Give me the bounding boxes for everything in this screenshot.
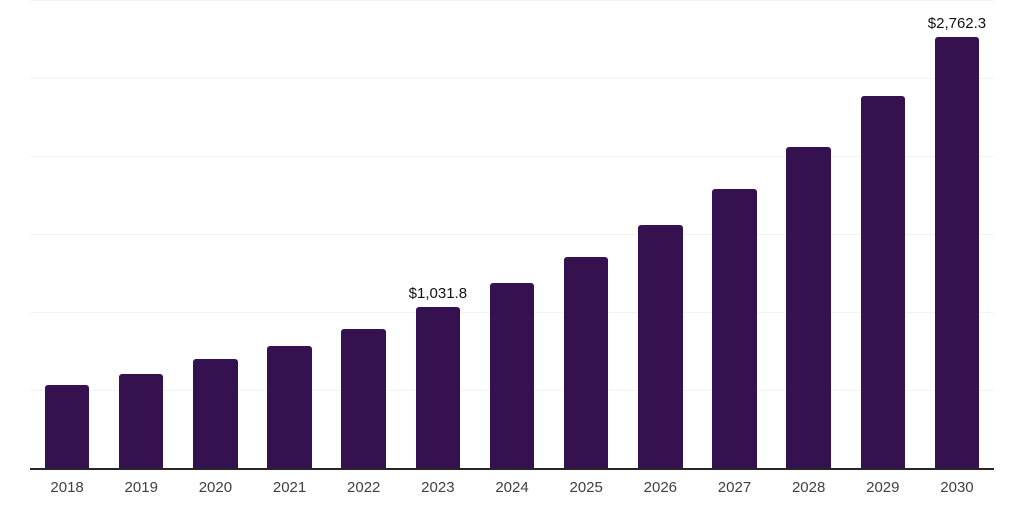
gridline: [30, 78, 994, 79]
bar: [934, 37, 980, 468]
bar-column: [104, 0, 178, 468]
bar: [489, 283, 535, 468]
bar: [415, 307, 461, 468]
bar-value-label: $1,031.8: [408, 285, 468, 303]
bar: [563, 256, 609, 468]
bar-column: [549, 0, 623, 468]
bar-value-label: $2,762.3: [927, 15, 987, 33]
x-axis-tick-label: 2029: [866, 479, 900, 496]
bar-column: [252, 0, 326, 468]
x-axis-tick-label: 2020: [198, 479, 233, 496]
x-axis-tick-label: 2019: [124, 479, 158, 496]
bar-column: $1,031.8: [401, 0, 475, 468]
x-axis-tick-label: 2025: [569, 479, 603, 496]
bar-column: [697, 0, 771, 468]
bar: [118, 374, 164, 468]
bar-column: $2,762.3: [920, 0, 994, 468]
bar: [193, 359, 238, 468]
bar: [860, 95, 906, 468]
bar-column: [623, 0, 697, 468]
bar: [44, 384, 90, 468]
x-axis-tick-label: 2030: [940, 479, 974, 496]
gridline: [30, 156, 994, 157]
x-axis-tick-label: 2028: [791, 479, 826, 496]
x-axis-tick-label: 2024: [495, 479, 529, 496]
x-axis-tick-label: 2026: [643, 479, 678, 496]
gridline: [30, 234, 994, 235]
bar-column: [846, 0, 920, 468]
bar-column: [178, 0, 252, 468]
bar: [267, 346, 312, 468]
bar: [638, 225, 683, 468]
bar: [341, 328, 386, 468]
gridline: [30, 0, 994, 1]
bar: [712, 189, 757, 468]
x-axis-tick-label: 2021: [272, 479, 307, 496]
x-axis-tick-label: 2023: [421, 479, 455, 496]
x-axis-labels: 2018 2019 2020 2021 2022 2023 2024 2025 2026 2027…: [30, 470, 994, 495]
bar-column: [327, 0, 401, 468]
bars-row: $1,031.8 $2,762.3: [30, 0, 994, 468]
x-axis-tick-label: 2027: [717, 479, 752, 496]
bar: [786, 147, 831, 468]
bar-column: [30, 0, 104, 468]
plot-area: $1,031.8 $2,762.3: [30, 0, 994, 470]
bar-column: [475, 0, 549, 468]
x-axis-tick-label: 2018: [50, 479, 84, 496]
x-axis-tick-label: 2022: [347, 479, 381, 496]
bar-column: [772, 0, 846, 468]
